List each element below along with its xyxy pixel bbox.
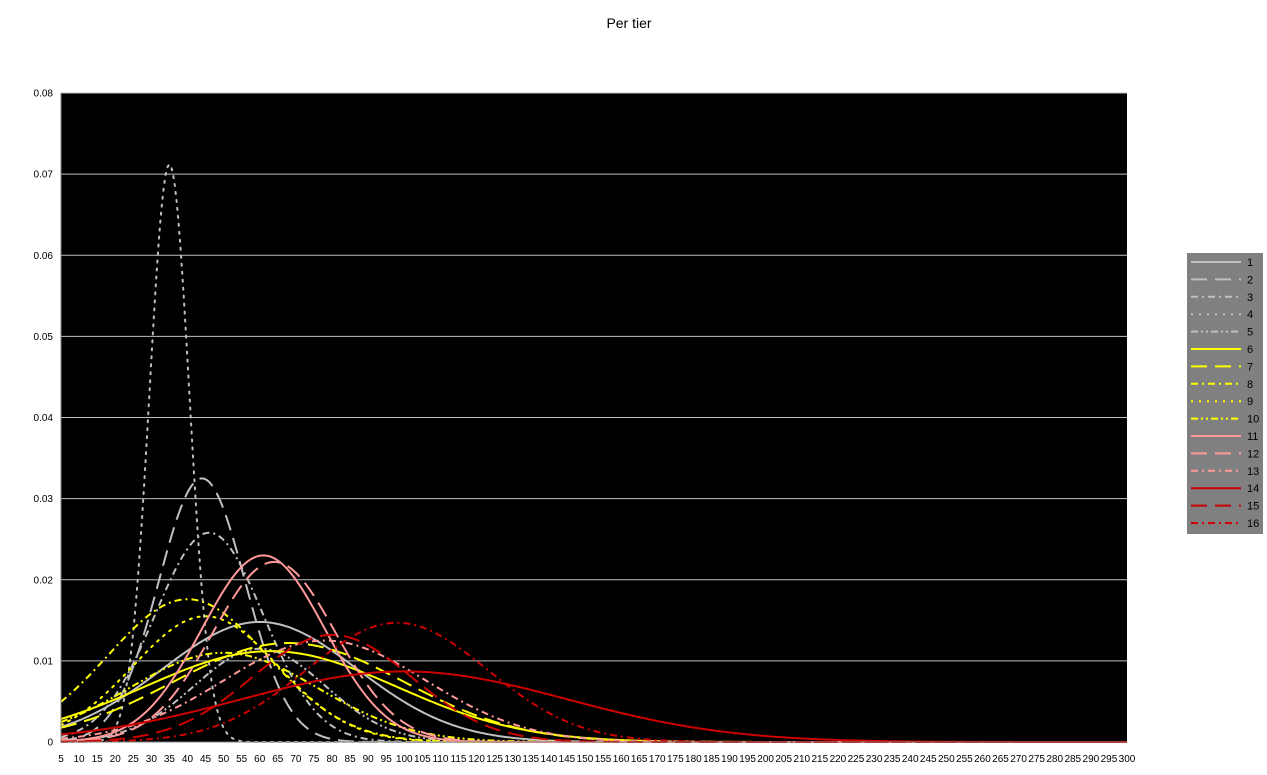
y-tick-label: 0.07 <box>34 170 54 181</box>
x-tick-label: 255 <box>956 754 973 765</box>
x-tick-label: 80 <box>326 754 338 765</box>
x-tick-label: 235 <box>884 754 901 765</box>
x-tick-label: 245 <box>920 754 937 765</box>
legend-label-3: 3 <box>1247 292 1253 304</box>
y-tick-label: 0.02 <box>34 575 54 586</box>
x-tick-label: 90 <box>363 754 375 765</box>
x-tick-label: 140 <box>540 754 557 765</box>
x-tick-label: 285 <box>1064 754 1081 765</box>
legend-label-15: 15 <box>1247 501 1259 513</box>
x-tick-label: 185 <box>703 754 720 765</box>
x-tick-label: 130 <box>504 754 521 765</box>
y-tick-label: 0.08 <box>34 89 54 100</box>
x-tick-label: 5 <box>58 754 64 765</box>
x-tick-label: 175 <box>667 754 684 765</box>
x-tick-label: 215 <box>812 754 829 765</box>
legend-label-10: 10 <box>1247 414 1259 426</box>
x-tick-label: 155 <box>595 754 612 765</box>
x-tick-label: 35 <box>164 754 176 765</box>
x-tick-label: 275 <box>1028 754 1045 765</box>
y-tick-label: 0.05 <box>34 332 54 343</box>
x-tick-label: 95 <box>381 754 393 765</box>
legend-label-8: 8 <box>1247 379 1253 391</box>
x-tick-label: 250 <box>938 754 955 765</box>
x-tick-label: 265 <box>992 754 1009 765</box>
x-tick-label: 125 <box>486 754 503 765</box>
legend-label-2: 2 <box>1247 274 1253 286</box>
x-tick-label: 105 <box>414 754 431 765</box>
x-tick-label: 40 <box>182 754 194 765</box>
x-tick-label: 50 <box>218 754 230 765</box>
x-tick-label: 85 <box>345 754 357 765</box>
x-tick-label: 280 <box>1046 754 1063 765</box>
y-tick-label: 0 <box>47 738 53 749</box>
legend-label-14: 14 <box>1247 483 1259 495</box>
x-tick-label: 190 <box>721 754 738 765</box>
series-line-8 <box>60 598 1127 743</box>
x-tick-label: 65 <box>272 754 284 765</box>
x-tick-label: 180 <box>685 754 702 765</box>
x-tick-label: 230 <box>866 754 883 765</box>
y-tick-label: 0.06 <box>34 251 54 262</box>
x-tick-label: 115 <box>451 754 467 765</box>
x-tick-label: 45 <box>200 754 212 765</box>
y-axis-tick-labels: 0 0.01 0.02 0.03 0.04 0.05 0.06 0.07 0.08 <box>34 89 54 749</box>
legend-label-4: 4 <box>1247 309 1253 321</box>
axes <box>60 93 1127 743</box>
legend-label-6: 6 <box>1247 344 1253 356</box>
x-tick-label: 225 <box>848 754 865 765</box>
x-tick-label: 270 <box>1010 754 1027 765</box>
x-tick-label: 15 <box>92 754 104 765</box>
legend-label-16: 16 <box>1247 518 1259 530</box>
x-tick-label: 220 <box>830 754 847 765</box>
legend-label-13: 13 <box>1247 466 1259 478</box>
legend-label-1: 1 <box>1247 257 1253 269</box>
x-tick-label: 75 <box>308 754 320 765</box>
x-tick-label: 55 <box>236 754 248 765</box>
chart-title: Per tier <box>606 15 651 31</box>
x-tick-label: 170 <box>649 754 666 765</box>
legend-label-11: 11 <box>1247 431 1258 443</box>
x-tick-label: 240 <box>902 754 919 765</box>
x-tick-label: 165 <box>631 754 648 765</box>
x-tick-label: 295 <box>1101 754 1118 765</box>
legend-label-7: 7 <box>1247 361 1253 373</box>
x-axis-tick-labels: 5 10 15 20 25 30 35 40 45 50 55 60 65 70 75 80 85 90 95 100… <box>58 754 1136 765</box>
x-tick-label: 260 <box>974 754 991 765</box>
y-tick-label: 0.01 <box>34 656 54 667</box>
x-tick-label: 135 <box>522 754 539 765</box>
x-tick-label: 30 <box>146 754 158 765</box>
legend-label-9: 9 <box>1247 396 1253 408</box>
x-tick-label: 210 <box>793 754 810 765</box>
series-line-16 <box>60 621 1127 743</box>
x-tick-label: 205 <box>775 754 792 765</box>
x-tick-label: 25 <box>128 754 140 765</box>
x-tick-label: 145 <box>559 754 576 765</box>
y-tick-label: 0.03 <box>34 494 54 505</box>
x-tick-label: 195 <box>739 754 756 765</box>
legend-label-5: 5 <box>1247 327 1253 339</box>
x-tick-label: 200 <box>757 754 774 765</box>
legend-label-12: 12 <box>1247 448 1259 460</box>
x-tick-label: 110 <box>432 754 448 765</box>
y-tick-label: 0.04 <box>34 413 54 424</box>
x-tick-label: 60 <box>254 754 266 765</box>
x-tick-label: 100 <box>396 754 413 765</box>
x-tick-label: 150 <box>577 754 594 765</box>
x-tick-label: 290 <box>1083 754 1100 765</box>
x-tick-label: 300 <box>1119 754 1136 765</box>
legend-box <box>1187 253 1263 534</box>
x-tick-label: 70 <box>290 754 302 765</box>
x-tick-label: 20 <box>110 754 122 765</box>
x-tick-label: 160 <box>613 754 630 765</box>
gridlines <box>61 92 1127 662</box>
x-tick-label: 120 <box>468 754 485 765</box>
x-tick-label: 10 <box>74 754 86 765</box>
